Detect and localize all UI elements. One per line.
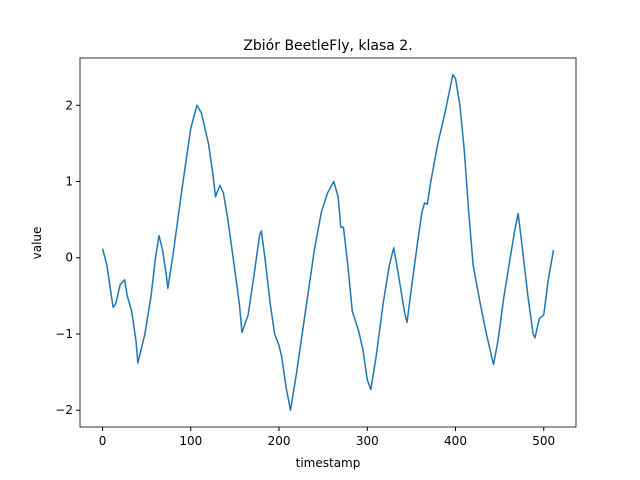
y-tick-label: −1 [55, 327, 73, 341]
y-tick-label: 0 [65, 251, 73, 265]
x-tick-label: 400 [444, 434, 467, 448]
chart-title: Zbiór BeetleFly, klasa 2. [243, 38, 412, 54]
x-tick-label: 100 [179, 434, 202, 448]
x-tick-label: 500 [532, 434, 555, 448]
y-axis-label: value [30, 227, 44, 260]
data-line [101, 74, 555, 411]
x-tick-label: 0 [99, 434, 107, 448]
y-tick-label: 2 [65, 98, 73, 112]
x-tick-label: 200 [268, 434, 291, 448]
x-axis-label: timestamp [296, 456, 361, 470]
y-tick-label: 1 [65, 175, 73, 189]
x-tick-label: 300 [356, 434, 379, 448]
y-tick-label: −2 [55, 403, 73, 417]
plot-frame [79, 57, 577, 428]
